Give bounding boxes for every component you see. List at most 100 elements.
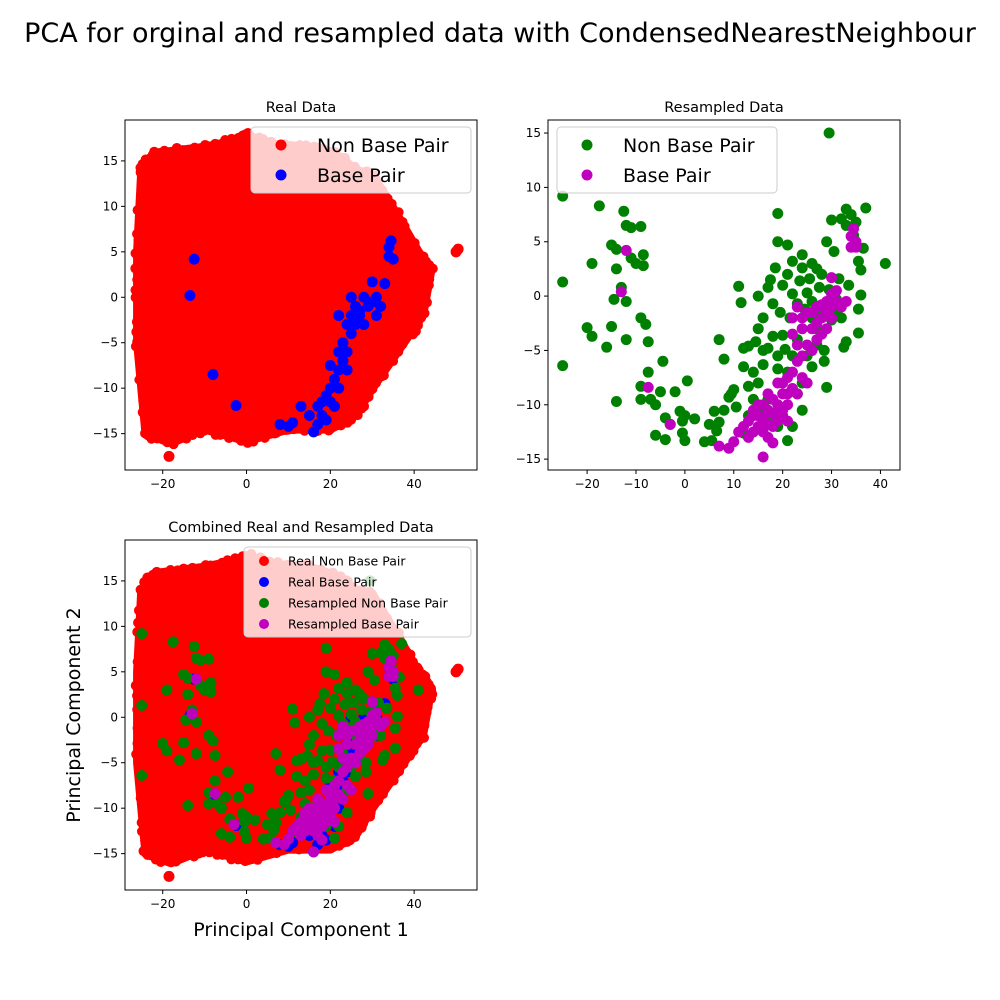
scatter-point xyxy=(130,263,141,274)
axes-title-real: Real Data xyxy=(266,100,337,116)
scatter-point xyxy=(320,666,332,678)
scatter-point xyxy=(178,737,190,749)
legend-combined: Real Non Base Pair Real Base Pair Resample… xyxy=(243,546,472,638)
scatter-point xyxy=(708,405,720,417)
scatter-point xyxy=(385,235,397,247)
scatter-point xyxy=(289,717,301,729)
y-tick-label: 15 xyxy=(526,126,541,140)
scatter-point xyxy=(650,399,662,411)
scatter-point xyxy=(215,828,227,840)
legend-marker xyxy=(259,577,269,587)
scatter-point xyxy=(397,339,408,350)
scatter-point xyxy=(132,656,143,667)
scatter-point xyxy=(791,388,803,400)
scatter-point xyxy=(606,321,618,333)
scatter-point xyxy=(136,817,147,828)
scatter-point xyxy=(167,636,179,648)
scatter-point xyxy=(274,419,286,431)
scatter-point xyxy=(370,309,382,321)
scatter-point xyxy=(285,804,297,816)
scatter-point xyxy=(791,301,803,313)
scatter-point xyxy=(186,708,198,720)
scatter-point xyxy=(135,793,146,804)
scatter-point xyxy=(664,418,676,430)
scatter-point xyxy=(762,388,774,400)
scatter-point xyxy=(274,807,286,819)
scatter-point xyxy=(329,669,341,681)
x-tick-label: 20 xyxy=(323,477,338,491)
scatter-point xyxy=(249,814,261,826)
scatter-point xyxy=(757,399,769,411)
scatter-point xyxy=(241,832,253,844)
scatter-point xyxy=(270,817,282,829)
scatter-point xyxy=(132,738,143,749)
scatter-point xyxy=(209,788,221,800)
scatter-point xyxy=(303,784,315,796)
scatter-point xyxy=(767,298,779,310)
scatter-point xyxy=(318,688,330,700)
scatter-point xyxy=(742,380,754,392)
scatter-point xyxy=(823,127,835,139)
scatter-point xyxy=(757,359,769,371)
y-tick-label: 0 xyxy=(110,710,118,724)
scatter-point xyxy=(130,680,141,691)
scatter-point xyxy=(349,757,361,769)
scatter-point xyxy=(391,710,403,722)
scatter-point xyxy=(826,312,838,324)
scatter-point xyxy=(333,309,345,321)
scatter-point xyxy=(379,278,391,290)
y-tick-label: 15 xyxy=(103,154,118,168)
scatter-point xyxy=(826,214,838,226)
scatter-point xyxy=(316,809,328,821)
scatter-point xyxy=(412,684,424,696)
scatter-point xyxy=(341,677,353,689)
scatter-point xyxy=(138,846,149,857)
scatter-point xyxy=(381,702,393,714)
x-tick-label: 0 xyxy=(243,897,251,911)
scatter-point xyxy=(130,285,141,296)
scatter-point xyxy=(296,421,307,432)
scatter-point xyxy=(264,848,275,859)
scatter-point xyxy=(713,334,725,346)
scatter-point xyxy=(689,413,701,425)
scatter-point xyxy=(333,729,345,741)
scatter-point xyxy=(312,819,324,831)
scatter-point xyxy=(220,791,232,803)
scatter-point xyxy=(637,249,649,261)
scatter-point xyxy=(132,336,143,347)
scatter-point xyxy=(324,744,336,756)
scatter-point xyxy=(358,719,370,731)
scatter-point xyxy=(774,306,786,318)
scatter-point xyxy=(738,361,750,373)
scatter-point xyxy=(178,563,189,574)
scatter-point xyxy=(635,393,647,405)
scatter-point xyxy=(329,373,341,385)
chart-resampled: −20 −10 0 10 20 30 40 −15 −10 −5 0 5 10 15 Resampled D… xyxy=(516,100,901,491)
scatter-point xyxy=(135,784,146,795)
scatter-point xyxy=(131,326,142,337)
scatter-point xyxy=(291,770,303,782)
scatter-point xyxy=(333,382,345,394)
chart-real: −20 0 20 40 −15 −10 −5 0 5 10 15 Real Data Non Base … xyxy=(93,100,478,491)
scatter-point xyxy=(806,344,818,356)
scatter-point xyxy=(640,318,652,330)
scatter-point xyxy=(801,287,813,299)
legend-marker xyxy=(259,619,269,629)
scatter-point xyxy=(642,381,654,393)
scatter-point xyxy=(347,697,359,709)
scatter-point xyxy=(659,434,671,446)
scatter-point xyxy=(679,410,691,422)
scatter-point xyxy=(329,400,341,412)
scatter-point xyxy=(203,798,215,810)
scatter-point xyxy=(282,789,294,801)
scatter-point xyxy=(314,698,326,710)
scatter-point xyxy=(786,255,798,267)
scatter-point xyxy=(163,450,175,462)
scatter-point xyxy=(879,257,891,269)
scatter-point xyxy=(327,841,338,852)
y-tick-label: −10 xyxy=(93,801,118,815)
y-tick-label: −10 xyxy=(93,381,118,395)
scatter-point xyxy=(389,742,401,754)
legend-marker xyxy=(259,598,269,608)
legend-marker xyxy=(259,556,269,566)
